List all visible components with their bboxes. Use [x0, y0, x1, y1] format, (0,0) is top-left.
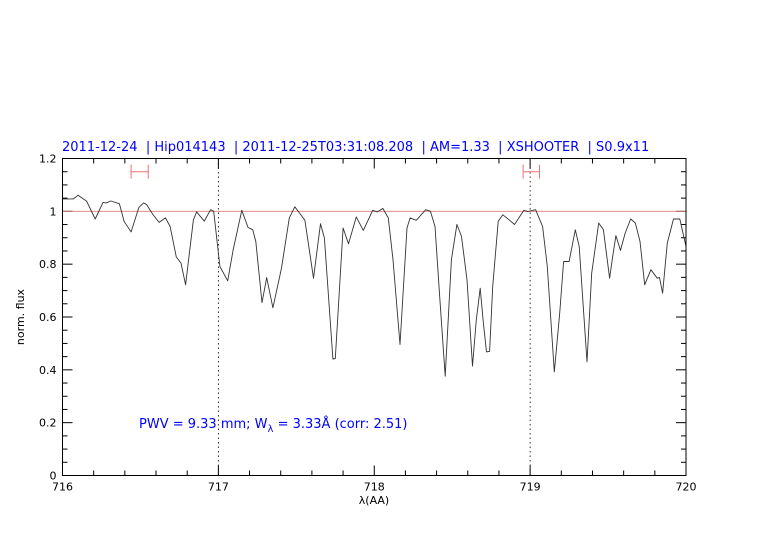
y-axis-label: norm. flux — [14, 288, 27, 345]
y-tick-label: 0.4 — [39, 364, 57, 377]
y-tick-label: 1 — [50, 205, 57, 218]
y-tick-label: 0.8 — [39, 258, 57, 271]
axis-ticks: 716 717 718 719 720 0 0.2 0.4 0.6 0.8 1 1.2 — [39, 153, 697, 494]
y-tick-label: 0.2 — [39, 417, 57, 430]
annotation-suffix: = 3.33Å (corr: 2.51) — [273, 416, 407, 432]
pwv-annotation: PWV = 9.33 mm; Wλ = 3.33Å (corr: 2.51) — [139, 416, 408, 435]
x-tick-label: 720 — [676, 481, 697, 494]
annotation-subscript: λ — [268, 424, 274, 435]
x-axis-label: λ(AA) — [359, 494, 389, 507]
chart-marks — [62, 158, 687, 476]
annotation-prefix: PWV = 9.33 mm; W — [139, 417, 268, 432]
y-tick-label: 0 — [50, 470, 57, 483]
spectrum-line — [62, 194, 687, 377]
y-tick-label: 0.6 — [39, 311, 57, 324]
x-tick-label: 717 — [208, 481, 229, 494]
x-tick-label: 718 — [364, 481, 385, 494]
x-tick-label: 719 — [520, 481, 541, 494]
plot-frame — [62, 158, 687, 476]
chart-title: 2011-12-24 | Hip014143 | 2011-12-25T03:3… — [62, 140, 649, 155]
y-tick-label: 1.2 — [39, 153, 57, 166]
x-tick-label: 716 — [52, 481, 73, 494]
